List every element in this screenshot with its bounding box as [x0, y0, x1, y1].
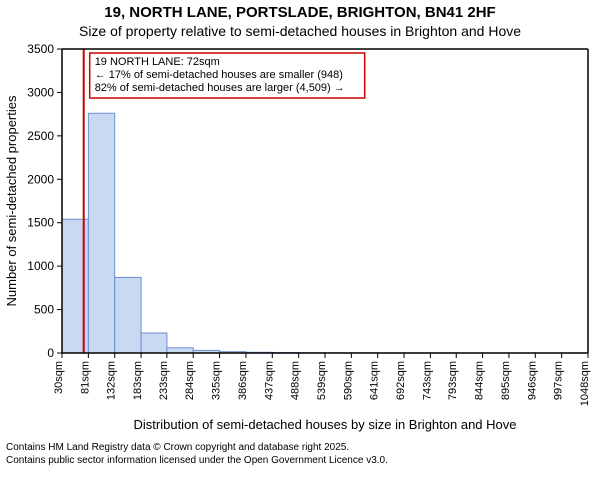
svg-text:1500: 1500: [27, 216, 54, 230]
svg-text:844sqm: 844sqm: [474, 361, 486, 400]
svg-text:437sqm: 437sqm: [263, 361, 275, 400]
svg-text:1000: 1000: [27, 259, 54, 273]
svg-text:539sqm: 539sqm: [316, 361, 328, 400]
histogram-bar: [88, 113, 114, 353]
svg-text:233sqm: 233sqm: [158, 361, 170, 400]
svg-text:3500: 3500: [27, 42, 54, 56]
annotation-line: 19 NORTH LANE: 72sqm: [95, 56, 220, 68]
annotation-line: ← 17% of semi-detached houses are smalle…: [95, 69, 343, 81]
svg-text:1048sqm: 1048sqm: [579, 361, 591, 406]
svg-text:2500: 2500: [27, 129, 54, 143]
svg-text:335sqm: 335sqm: [211, 361, 223, 400]
svg-text:692sqm: 692sqm: [395, 361, 407, 400]
svg-text:3000: 3000: [27, 85, 54, 99]
histogram-bar: [115, 277, 141, 353]
svg-text:793sqm: 793sqm: [447, 361, 459, 400]
title-block: 19, NORTH LANE, PORTSLADE, BRIGHTON, BN4…: [0, 4, 600, 39]
svg-text:0: 0: [47, 346, 54, 360]
svg-text:590sqm: 590sqm: [342, 361, 354, 400]
histogram-bar: [141, 333, 167, 353]
svg-text:132sqm: 132sqm: [106, 361, 118, 400]
y-axis-label: Number of semi-detached properties: [4, 95, 19, 306]
svg-text:183sqm: 183sqm: [132, 361, 144, 400]
footer-attribution: Contains HM Land Registry data © Crown c…: [0, 439, 600, 471]
chart-container: 0 500 1000 1500 2000 2500 3000 3500 30sqm 81sqm 13…: [0, 39, 600, 439]
x-axis-label: Distribution of semi-detached houses by …: [134, 417, 517, 432]
svg-text:488sqm: 488sqm: [290, 361, 302, 400]
svg-text:895sqm: 895sqm: [500, 361, 512, 400]
footer-line2: Contains public sector information licen…: [6, 454, 594, 467]
title-address: 19, NORTH LANE, PORTSLADE, BRIGHTON, BN4…: [0, 4, 600, 21]
svg-text:997sqm: 997sqm: [553, 361, 565, 400]
svg-text:30sqm: 30sqm: [53, 361, 65, 394]
svg-text:2000: 2000: [27, 172, 54, 186]
svg-text:500: 500: [34, 303, 54, 317]
histogram-chart: 0 500 1000 1500 2000 2500 3000 3500 30sqm 81sqm 13…: [0, 39, 600, 439]
footer-line1: Contains HM Land Registry data © Crown c…: [6, 441, 594, 454]
svg-text:81sqm: 81sqm: [79, 361, 91, 394]
svg-text:386sqm: 386sqm: [237, 361, 249, 400]
svg-text:641sqm: 641sqm: [369, 361, 381, 400]
svg-text:284sqm: 284sqm: [184, 361, 196, 400]
histogram-bar: [167, 348, 193, 353]
svg-text:743sqm: 743sqm: [421, 361, 433, 400]
annotation-line: 82% of semi-detached houses are larger (…: [95, 82, 345, 94]
svg-text:946sqm: 946sqm: [526, 361, 538, 400]
title-subtitle: Size of property relative to semi-detach…: [0, 23, 600, 39]
